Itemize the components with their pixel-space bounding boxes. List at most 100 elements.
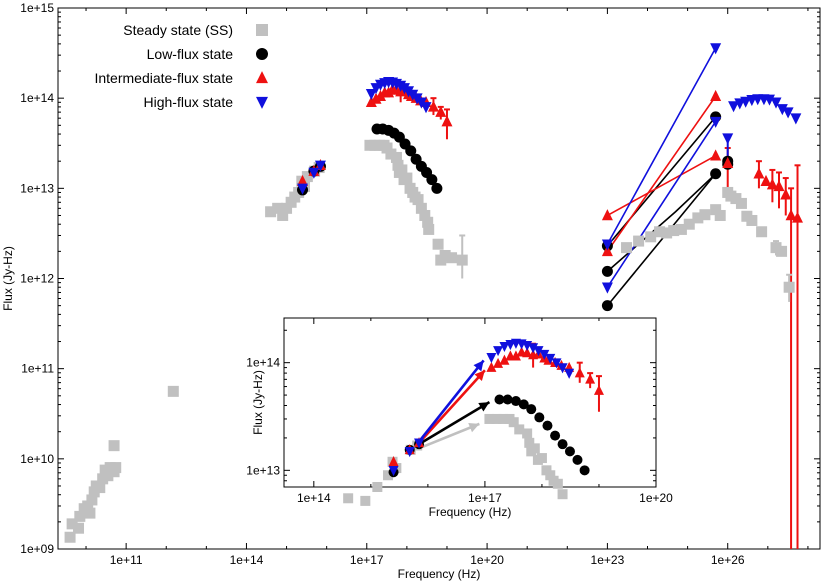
x-tick-label: 1e+20 [639, 491, 673, 505]
y-tick-label: 1e+14 [20, 91, 54, 105]
steady-state-ss-point [735, 197, 747, 209]
steady-state-ss-point [524, 437, 535, 448]
legend-marker-intermediate-flux-state [256, 71, 268, 84]
high-flux-state-point [404, 447, 415, 458]
y-tick-label: 1e+11 [21, 362, 54, 376]
legend-label: High-flux state [144, 94, 234, 110]
low-flux-state-point [431, 182, 443, 194]
low-flux-state-point [502, 394, 513, 405]
steady-state-ss-point [432, 238, 444, 250]
intermediate-flux-state-point [760, 174, 772, 186]
intermediate-flux-state-point [780, 188, 792, 200]
intermediate-flux-state-point [427, 100, 439, 112]
arrow-head [478, 402, 490, 412]
low-flux-state-point [601, 300, 613, 312]
intermediate-flux-state-point [486, 361, 497, 372]
steady-state-ss-point [73, 522, 85, 534]
intermediate-flux-state-point [753, 167, 765, 179]
connector-line [606, 47, 717, 245]
steady-state-ss-point [522, 428, 533, 439]
steady-state-ss-point [514, 424, 525, 435]
legend: Steady state (SS) Low-flux state Intermedi… [94, 22, 268, 110]
x-tick-label: 1e+11 [110, 553, 143, 567]
arrow-head [468, 423, 480, 433]
x-tick-label: 1e+26 [711, 553, 745, 567]
high-flux-state-point [486, 353, 497, 364]
steady-state-ss-point [439, 249, 451, 261]
connector-line [606, 173, 717, 307]
intermediate-flux-state-point [601, 209, 613, 221]
steady-state-ss-point [633, 235, 645, 247]
steady-state-ss-point [699, 209, 711, 221]
steady-state-ss-point [423, 223, 435, 235]
high-flux-state-point [564, 368, 575, 379]
steady-state-ss-point [621, 242, 633, 254]
y-axis-label: Flux (Jy-Hz) [1, 246, 15, 311]
plot-frame [283, 317, 657, 488]
high-flux-state-point [790, 113, 802, 125]
high-flux-state-point [782, 107, 794, 119]
x-tick-label: 1e+17 [350, 553, 384, 567]
steady-state-ss-point [491, 413, 502, 424]
arrow-shaft [418, 359, 485, 443]
steady-state-ss-point [383, 470, 394, 481]
high-flux-state-point [420, 102, 432, 114]
y-axis-label: Flux (Jy-Hz) [251, 370, 265, 435]
arrow-shaft [418, 401, 491, 446]
steady-state-ss-point [94, 482, 106, 494]
x-tick-label: 1e+17 [468, 491, 502, 505]
steady-state-ss-point [66, 518, 78, 530]
high-flux-state-point [539, 349, 550, 360]
low-flux-state-point [426, 174, 438, 186]
intermediate-flux-state-point [593, 384, 604, 395]
inset-plot: 1e+13 1e+14 1e+14 1e+17 1e+20 Frequency (Hz) F… [246, 317, 673, 519]
low-flux-state-point [564, 446, 575, 457]
y-tick-label: 1e+12 [20, 272, 54, 286]
steady-state-ss-point [360, 495, 371, 506]
connector-line [606, 95, 717, 252]
y-tick-label: 1e+13 [246, 463, 280, 477]
low-flux-state-point [542, 420, 553, 431]
steady-state-ss-point [381, 142, 393, 154]
intermediate-flux-state-point [510, 350, 521, 361]
low-flux-state-point [572, 454, 583, 465]
y-tick-label: 1e+09 [20, 542, 54, 556]
high-flux-state-point [308, 167, 320, 179]
legend-marker-steady-state-ss [256, 24, 268, 36]
high-flux-state-point [414, 438, 425, 449]
high-flux-state-point [601, 282, 613, 294]
high-flux-state-point [528, 343, 539, 354]
intermediate-flux-state-point [785, 209, 797, 221]
low-flux-state-point [601, 265, 613, 277]
low-flux-state-point [526, 404, 537, 415]
y-tick-label: 1e+14 [246, 356, 280, 370]
high-flux-state-point [493, 346, 504, 357]
intermediate-flux-state-point [499, 354, 510, 365]
intermediate-flux-state-point [722, 156, 734, 168]
low-flux-state-point [550, 430, 561, 441]
high-flux-state-point [763, 94, 775, 106]
high-flux-state-point [728, 101, 740, 113]
steady-state-ss-point [86, 494, 98, 506]
steady-state-ss-point [390, 151, 402, 163]
steady-state-ss-point [74, 510, 86, 522]
steady-state-ss-point [272, 202, 284, 214]
x-tick-label: 1e+14 [297, 491, 331, 505]
high-flux-state-point [533, 346, 544, 357]
steady-state-ss-point [419, 209, 431, 221]
intermediate-flux-state-point [710, 149, 722, 161]
steady-state-ss-point [692, 212, 704, 224]
high-flux-state-point [545, 353, 556, 364]
steady-state-ss-point [484, 413, 495, 424]
steady-state-ss-point [710, 204, 722, 216]
steady-state-ss-point [167, 385, 179, 397]
steady-state-ss-point [415, 202, 427, 214]
steady-state-ss-point [88, 486, 100, 498]
low-flux-state-point [510, 396, 521, 407]
intermediate-flux-state-point [792, 211, 804, 223]
steady-state-ss-point [776, 245, 788, 257]
steady-state-ss-point [683, 218, 695, 230]
steady-state-ss-point [108, 440, 120, 452]
steady-state-ss-point [265, 206, 277, 218]
